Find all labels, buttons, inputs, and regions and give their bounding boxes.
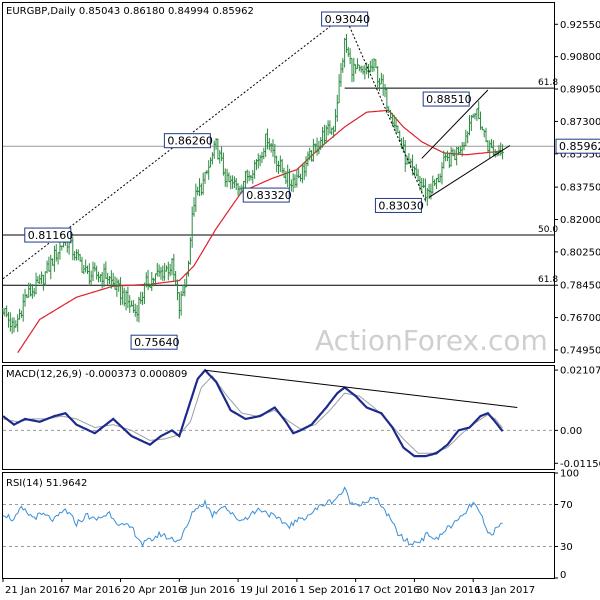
price-annotation-box — [555, 138, 600, 154]
rsi-ytick-label: 30 — [560, 542, 573, 553]
rsi-ytick-label: 0 — [560, 570, 566, 581]
price-annotation-box — [163, 133, 211, 149]
moving-average-line — [17, 109, 503, 354]
main-panel — [2, 2, 555, 363]
x-tick-label: 13 Jan 2017 — [475, 585, 535, 596]
macd-trendline — [204, 369, 518, 408]
rsi-ytick-label: 100 — [560, 469, 579, 480]
x-tick-label: 21 Jan 2016 — [5, 585, 65, 596]
main-ytick-label: 0.74950 — [560, 345, 600, 356]
main-ytick-label: 0.83750 — [560, 183, 600, 194]
rsi-ytick-label: 70 — [560, 500, 573, 511]
macd-signal-line — [2, 375, 504, 454]
x-tick-label: 7 Mar 2016 — [64, 585, 121, 596]
trendline — [421, 89, 489, 159]
price-annotation-label: 0.83030 — [378, 199, 424, 212]
macd-ytick-label: 0.021074 — [560, 366, 600, 377]
rsi-header: RSI(14) 51.9642 — [6, 478, 87, 489]
price-annotation-box — [422, 91, 470, 107]
trendline — [428, 145, 511, 198]
main-ytick-label: 0.82000 — [560, 215, 600, 226]
rsi-line — [2, 486, 503, 548]
macd-line — [2, 368, 504, 458]
price-annotation-box — [321, 11, 369, 27]
price-annotation-box — [24, 227, 72, 243]
fib-level-label: 50.0 — [538, 225, 558, 235]
main-ytick-label: 0.78450 — [560, 281, 600, 292]
price-annotation-label: 0.81160 — [28, 229, 74, 242]
price-annotation-label: 0.88510 — [426, 93, 472, 106]
main-ytick-label: 0.85550 — [560, 149, 600, 160]
x-tick-label: 17 Oct 2016 — [358, 585, 420, 596]
price-annotation-label: 0.85962 — [559, 140, 600, 153]
macd-header: MACD(12,26,9) -0.000373 0.000809 — [6, 369, 187, 380]
fib-level-label: 61.8 — [538, 275, 558, 285]
rsi-panel — [2, 472, 555, 579]
price-annotation-label: 0.86260 — [167, 135, 213, 148]
main-ytick-label: 0.87300 — [560, 117, 600, 128]
price-annotation-label: 0.93040 — [325, 13, 371, 26]
x-tick-label: 19 Jul 2016 — [240, 585, 297, 596]
main-ytick-label: 0.92550 — [560, 20, 600, 31]
macd-panel — [2, 365, 555, 470]
price-annotation-box — [130, 334, 178, 350]
fib-level-label: 61.8 — [538, 78, 558, 88]
price-annotation-box — [242, 187, 290, 203]
price-annotation-label: 0.83320 — [246, 189, 292, 202]
trendline — [344, 15, 426, 201]
main-header: EURGBP,Daily 0.85043 0.86180 0.84994 0.8… — [6, 6, 254, 17]
watermark: ActionForex.com — [315, 324, 548, 357]
price-annotation-box — [374, 197, 422, 213]
main-ytick-label: 0.80250 — [560, 247, 600, 258]
macd-ytick-label: -0.011507 — [560, 459, 600, 470]
x-tick-label: 30 Nov 2016 — [416, 585, 480, 596]
macd-ytick-label: 0.00 — [560, 426, 582, 437]
x-tick-label: 3 Jun 2016 — [181, 585, 235, 596]
x-tick-label: 20 Apr 2016 — [123, 585, 185, 596]
main-ytick-label: 0.76700 — [560, 313, 600, 324]
x-tick-label: 1 Sep 2016 — [299, 585, 356, 596]
main-ytick-label: 0.90800 — [560, 52, 600, 63]
main-ytick-label: 0.89050 — [560, 85, 600, 96]
price-annotation-label: 0.75640 — [134, 336, 180, 349]
